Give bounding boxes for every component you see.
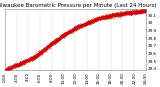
Title: Milwaukee Barometric Pressure per Minute (Last 24 Hours): Milwaukee Barometric Pressure per Minute… (0, 3, 156, 8)
